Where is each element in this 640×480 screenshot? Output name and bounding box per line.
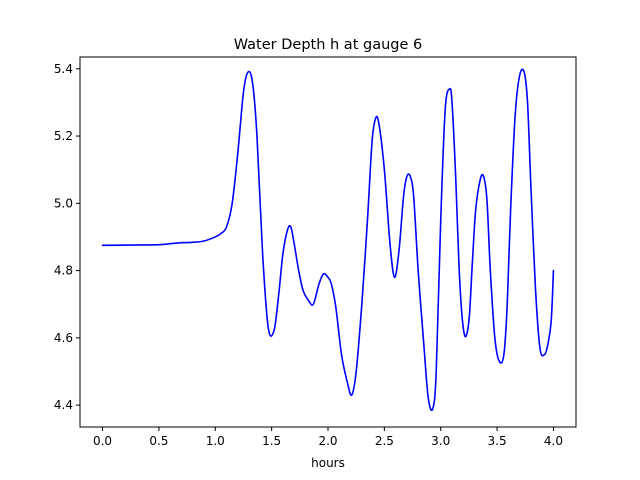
x-axis-label: hours — [311, 456, 345, 470]
y-tick-label: 5.4 — [54, 62, 73, 76]
chart-title: Water Depth h at gauge 6 — [234, 37, 422, 53]
x-axis: 0.0 0.5 1.0 1.5 2.0 2.5 3.0 3.5 4.0 — [93, 427, 563, 448]
x-tick-label: 2.0 — [318, 434, 337, 448]
x-tick-label: 1.5 — [262, 434, 281, 448]
x-tick-label: 0.0 — [93, 434, 112, 448]
y-tick-label: 4.6 — [54, 331, 73, 345]
y-tick-label: 4.4 — [54, 398, 73, 412]
y-tick-label: 5.2 — [54, 129, 73, 143]
y-tick-label: 5.0 — [54, 196, 73, 210]
x-tick-label: 3.5 — [488, 434, 507, 448]
x-tick-label: 1.0 — [206, 434, 225, 448]
x-tick-label: 3.0 — [431, 434, 450, 448]
series-line-water-depth — [101, 68, 555, 412]
x-tick-label: 4.0 — [544, 434, 563, 448]
x-tick-label: 0.5 — [149, 434, 168, 448]
x-tick-label: 2.5 — [375, 434, 394, 448]
y-axis: 4.4 4.6 4.8 5.0 5.2 5.4 — [54, 62, 80, 412]
plot-frame — [79, 56, 577, 428]
y-tick-label: 4.8 — [54, 264, 73, 278]
